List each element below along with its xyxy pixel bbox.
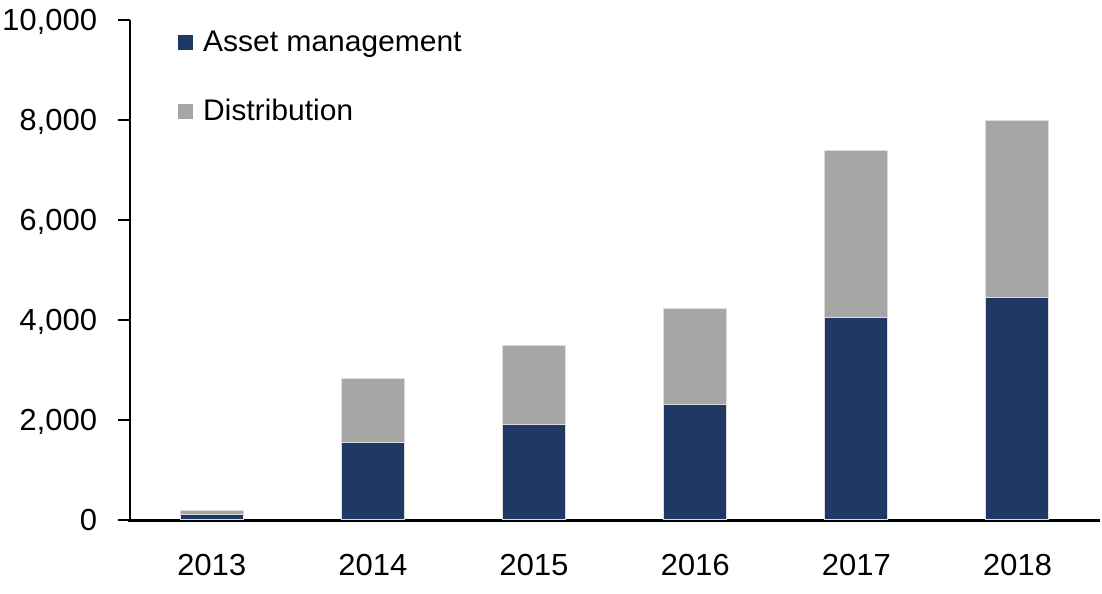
x-axis-label-2018: 2018 bbox=[982, 547, 1052, 582]
y-axis-tick bbox=[118, 519, 130, 521]
y-axis-tick-label: 4,000 bbox=[19, 302, 97, 337]
bar-segment-distribution-2014 bbox=[340, 377, 405, 443]
bar-2014 bbox=[340, 377, 405, 520]
bar-segment-distribution-2018 bbox=[985, 120, 1050, 298]
bar-2016 bbox=[663, 307, 728, 520]
bar-segment-asset-management-2013 bbox=[179, 515, 244, 520]
x-axis-label-2014: 2014 bbox=[338, 547, 408, 582]
bar-2017 bbox=[824, 150, 889, 520]
legend-label: Asset management bbox=[203, 25, 462, 58]
y-axis-tick-label: 8,000 bbox=[19, 102, 97, 137]
bar-2015 bbox=[501, 345, 566, 520]
y-axis-tick-label: 0 bbox=[79, 502, 97, 537]
bar-segment-distribution-2013 bbox=[179, 510, 244, 515]
bar-segment-asset-management-2014 bbox=[340, 442, 405, 520]
y-axis-tick bbox=[118, 319, 130, 321]
y-axis-tick-label: 6,000 bbox=[19, 202, 97, 237]
bar-segment-distribution-2017 bbox=[824, 150, 889, 318]
bar-segment-asset-management-2017 bbox=[824, 317, 889, 520]
y-axis-tick-label: 10,000 bbox=[2, 2, 97, 37]
y-axis-tick bbox=[118, 219, 130, 221]
bar-segment-asset-management-2015 bbox=[501, 425, 566, 520]
bar-2013 bbox=[179, 510, 244, 520]
legend-swatch-icon bbox=[178, 103, 193, 119]
x-axis-label-2015: 2015 bbox=[499, 547, 569, 582]
legend-label: Distribution bbox=[203, 94, 354, 127]
x-axis-label-2013: 2013 bbox=[177, 547, 247, 582]
bar-segment-asset-management-2016 bbox=[663, 405, 728, 520]
y-axis-tick bbox=[118, 119, 130, 121]
legend-swatch-icon bbox=[178, 34, 193, 50]
bar-2018 bbox=[985, 120, 1050, 520]
y-axis-tick bbox=[118, 419, 130, 421]
y-axis-tick bbox=[118, 19, 130, 21]
y-axis-tick-label: 2,000 bbox=[19, 402, 97, 437]
x-axis-label-2016: 2016 bbox=[660, 547, 730, 582]
bar-segment-distribution-2016 bbox=[663, 307, 728, 405]
x-axis-label-2017: 2017 bbox=[821, 547, 891, 582]
bar-segment-asset-management-2018 bbox=[985, 297, 1050, 520]
legend-item-asset-management: Asset management bbox=[178, 27, 461, 57]
bar-segment-distribution-2015 bbox=[501, 345, 566, 425]
y-axis-line bbox=[129, 20, 131, 521]
legend-item-distribution: Distribution bbox=[178, 96, 353, 126]
x-axis-line bbox=[128, 519, 1100, 522]
